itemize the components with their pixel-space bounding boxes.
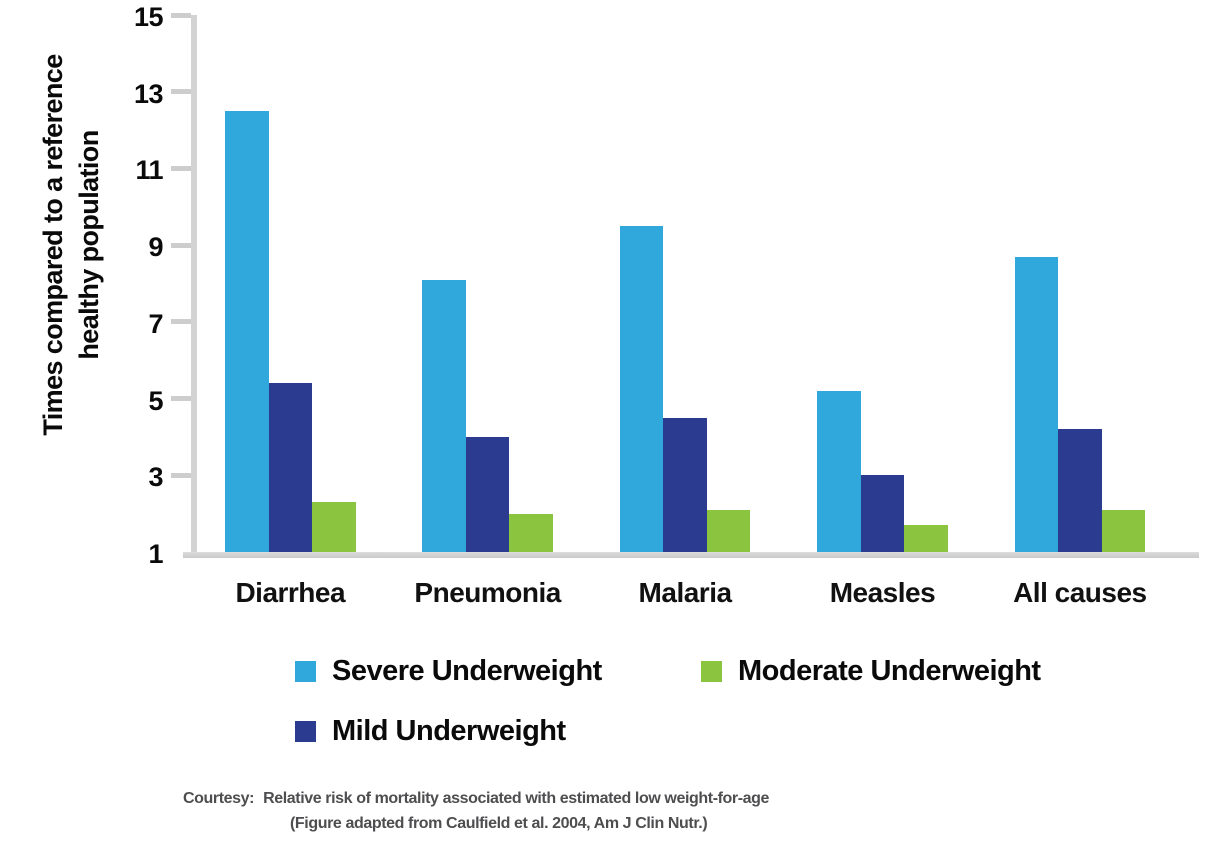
legend-label-severe-underweight: Severe Underweight: [332, 654, 602, 687]
y-tick-label-5: 5: [148, 385, 163, 416]
legend-item-moderate-underweight: Moderate Underweight: [701, 654, 1041, 688]
x-axis-label-diarrhea: Diarrhea: [235, 577, 346, 608]
legend-label-mild-underweight: Mild Underweight: [332, 714, 566, 747]
caption-prefix: Courtesy:: [183, 790, 255, 807]
y-tick-label-15: 15: [133, 2, 164, 32]
y-tick-mark-13: [171, 89, 191, 95]
y-tick-mark-5: [171, 396, 191, 402]
bar-pneumonia-mild-underweight: [465, 436, 510, 552]
caption-source: (Figure adapted from Caulfield et al. 20…: [290, 815, 708, 832]
y-tick-label-1: 1: [148, 539, 163, 569]
bar-measles-mild-underweight: [860, 475, 905, 552]
y-tick-label-11: 11: [135, 155, 163, 186]
legend-item-severe-underweight: Severe Underweight: [295, 654, 602, 688]
legend-item-mild-underweight: Mild Underweight: [295, 714, 566, 748]
bar-malaria-severe-underweight: [619, 225, 664, 552]
caption-text: Relative risk of mortality associated wi…: [263, 790, 770, 807]
x-axis-label-all-causes: All causes: [1013, 577, 1147, 608]
legend-label-moderate-underweight: Moderate Underweight: [738, 654, 1041, 687]
bar-pneumonia-severe-underweight: [422, 279, 466, 552]
plot-area: 15 13 11 9 7 5 3 1 Diarrhea Pneumonia Malaria Meas…: [133, 2, 1199, 608]
bar-all-causes-severe-underweight: [1014, 256, 1059, 552]
bar-malaria-mild-underweight: [663, 417, 707, 552]
bar-measles-moderate-underweight: [904, 525, 948, 552]
bar-all-causes-moderate-underweight: [1101, 509, 1146, 552]
y-tick-label-7: 7: [148, 308, 163, 339]
bar-diarrhea-moderate-underweight: [312, 502, 356, 552]
legend-swatch-moderate-underweight: [701, 660, 722, 682]
x-axis-label-pneumonia: Pneumonia: [414, 577, 561, 608]
legend: Severe Underweight Moderate Underweight M…: [295, 652, 1155, 762]
bar-diarrhea-severe-underweight: [225, 110, 269, 552]
y-axis-line: [191, 15, 197, 558]
bar-all-causes-mild-underweight: [1058, 429, 1102, 552]
x-axis-label-measles: Measles: [829, 577, 936, 608]
caption: Courtesy: Relative risk of mortality asso…: [183, 786, 769, 836]
y-tick-mark-9: [171, 242, 191, 248]
caption-line1: Courtesy: Relative risk of mortality asso…: [183, 786, 769, 811]
bar-pneumonia-moderate-underweight: [509, 513, 553, 552]
y-tick-label-3: 3: [148, 462, 163, 493]
y-tick-label-9: 9: [148, 232, 163, 263]
y-tick-label-13: 13: [133, 78, 164, 109]
y-tick-mark-15: [171, 12, 191, 18]
y-tick-mark-7: [171, 319, 191, 325]
y-tick-mark-11: [171, 165, 191, 171]
y-tick-mark-3: [171, 472, 191, 478]
legend-row-2: Mild Underweight: [295, 714, 1155, 748]
bar-diarrhea-mild-underweight: [268, 383, 312, 552]
legend-row-1: Severe Underweight Moderate Underweight: [295, 654, 1155, 688]
x-axis-label-malaria: Malaria: [638, 577, 733, 608]
legend-swatch-mild-underweight: [295, 720, 316, 742]
bar-malaria-moderate-underweight: [706, 509, 751, 552]
x-axis-line: [183, 552, 1199, 558]
bar-measles-severe-underweight: [817, 390, 861, 552]
legend-swatch-severe-underweight: [295, 660, 316, 682]
